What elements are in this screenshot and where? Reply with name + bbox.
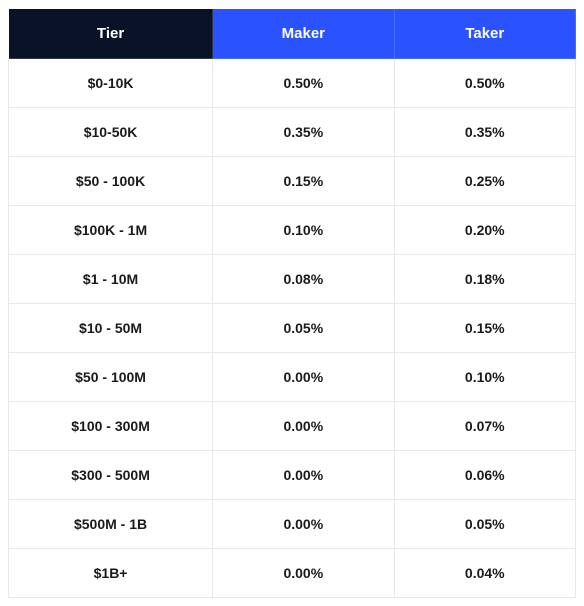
cell-maker: 0.05% <box>213 304 394 353</box>
cell-maker: 0.00% <box>213 549 394 598</box>
cell-tier: $1 - 10M <box>9 255 213 304</box>
cell-maker: 0.15% <box>213 157 394 206</box>
table-row: $50 - 100K 0.15% 0.25% <box>9 157 576 206</box>
cell-tier: $10-50K <box>9 108 213 157</box>
table-row: $300 - 500M 0.00% 0.06% <box>9 451 576 500</box>
cell-taker: 0.06% <box>394 451 575 500</box>
cell-maker: 0.00% <box>213 500 394 549</box>
cell-maker: 0.00% <box>213 353 394 402</box>
fee-tier-table: Tier Maker Taker $0-10K 0.50% 0.50% $10-… <box>8 8 576 598</box>
cell-taker: 0.15% <box>394 304 575 353</box>
table-row: $500M - 1B 0.00% 0.05% <box>9 500 576 549</box>
column-header-maker: Maker <box>213 9 394 59</box>
cell-tier: $300 - 500M <box>9 451 213 500</box>
cell-taker: 0.25% <box>394 157 575 206</box>
table-row: $10-50K 0.35% 0.35% <box>9 108 576 157</box>
cell-maker: 0.00% <box>213 451 394 500</box>
table-row: $0-10K 0.50% 0.50% <box>9 59 576 108</box>
cell-taker: 0.50% <box>394 59 575 108</box>
cell-maker: 0.10% <box>213 206 394 255</box>
cell-tier: $100 - 300M <box>9 402 213 451</box>
cell-tier: $0-10K <box>9 59 213 108</box>
cell-taker: 0.07% <box>394 402 575 451</box>
cell-tier: $500M - 1B <box>9 500 213 549</box>
column-header-tier: Tier <box>9 9 213 59</box>
cell-maker: 0.00% <box>213 402 394 451</box>
table-row: $50 - 100M 0.00% 0.10% <box>9 353 576 402</box>
table-row: $1 - 10M 0.08% 0.18% <box>9 255 576 304</box>
cell-taker: 0.35% <box>394 108 575 157</box>
table-row: $10 - 50M 0.05% 0.15% <box>9 304 576 353</box>
table-row: $100 - 300M 0.00% 0.07% <box>9 402 576 451</box>
column-header-taker: Taker <box>394 9 575 59</box>
cell-tier: $1B+ <box>9 549 213 598</box>
cell-taker: 0.04% <box>394 549 575 598</box>
cell-maker: 0.50% <box>213 59 394 108</box>
table-row: $100K - 1M 0.10% 0.20% <box>9 206 576 255</box>
table-row: $1B+ 0.00% 0.04% <box>9 549 576 598</box>
cell-maker: 0.35% <box>213 108 394 157</box>
cell-taker: 0.10% <box>394 353 575 402</box>
cell-taker: 0.18% <box>394 255 575 304</box>
cell-maker: 0.08% <box>213 255 394 304</box>
cell-tier: $100K - 1M <box>9 206 213 255</box>
cell-taker: 0.20% <box>394 206 575 255</box>
cell-tier: $50 - 100K <box>9 157 213 206</box>
cell-tier: $50 - 100M <box>9 353 213 402</box>
table-header-row: Tier Maker Taker <box>9 9 576 59</box>
cell-tier: $10 - 50M <box>9 304 213 353</box>
cell-taker: 0.05% <box>394 500 575 549</box>
